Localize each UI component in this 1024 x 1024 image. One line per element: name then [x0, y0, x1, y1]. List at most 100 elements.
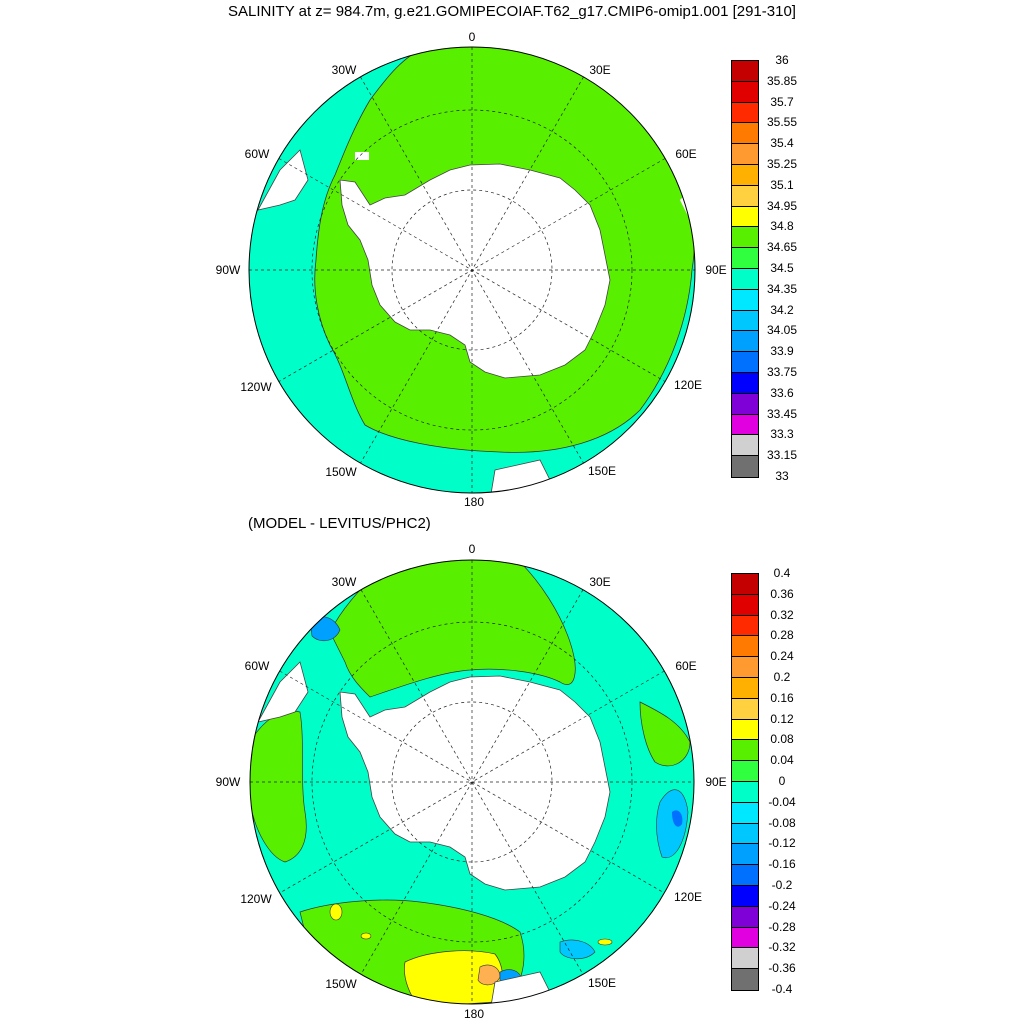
lon-label-120w-lower: 120W [240, 892, 272, 906]
difference-colorbar-label: -0.36 [768, 961, 796, 976]
salinity-colorbar-swatch [732, 289, 758, 311]
lon-label-120w: 120W [240, 380, 272, 394]
south-america-land-lower [257, 661, 309, 723]
salinity-colorbar-swatch [732, 123, 758, 145]
lon-label-30e-lower: 30E [589, 575, 610, 589]
lon-label-60w: 60W [245, 147, 270, 161]
salinity-colorbar-label: 33.45 [766, 406, 798, 421]
salinity-colorbar-label: 33.3 [770, 427, 794, 442]
difference-colorbar-label: 0.16 [770, 690, 794, 705]
lon-label-0-lower: 0 [469, 542, 476, 556]
figure-title: SALINITY at z= 984.7m, g.e21.GOMIPECOIAF… [228, 3, 796, 20]
salinity-colorbar-label: 34.65 [766, 240, 798, 255]
lon-label-90w-lower: 90W [216, 775, 241, 789]
difference-colorbar-swatch [732, 719, 758, 741]
antarctica-landmass-lower [339, 675, 611, 891]
difference-colorbar-swatch [732, 781, 758, 803]
salinity-colorbar-swatch [732, 81, 758, 103]
difference-colorbar-label: 0.12 [770, 711, 794, 726]
salinity-colorbar-label: 35.7 [770, 94, 794, 109]
lon-label-150e: 150E [588, 464, 616, 478]
lon-label-30w-lower: 30W [332, 575, 357, 589]
difference-colorbar-swatch [732, 677, 758, 699]
map-boundary-lower [249, 559, 695, 1005]
salinity-colorbar-swatch [732, 206, 758, 228]
difference-colorbar-swatch [732, 906, 758, 928]
difference-colorbar-swatch [732, 927, 758, 949]
difference-colorbar-swatch [732, 865, 758, 886]
salinity-colorbar-label: 33.9 [770, 344, 794, 359]
difference-map: 0 30E 60E 90E 120E 150E 180 150W 120W 90… [216, 542, 727, 1021]
difference-colorbar-swatch [732, 948, 758, 970]
difference-colorbar-swatch [732, 615, 758, 637]
lon-label-90w: 90W [216, 263, 241, 277]
difference-colorbar-label: 0 [778, 774, 786, 788]
salinity-colorbar-label: 34.8 [770, 219, 794, 234]
lon-label-180: 180 [464, 495, 484, 509]
graticule-lower [250, 560, 694, 1004]
salinity-colorbar-label: 34.35 [766, 281, 798, 296]
difference-colorbar-label: 0.4 [773, 566, 791, 580]
difference-colorbar-label: -0.28 [768, 919, 796, 934]
difference-colorbar-swatch [732, 574, 758, 595]
salinity-colorbar-swatch [732, 435, 758, 457]
salinity-colorbar-swatch [732, 456, 758, 477]
lon-label-120e-lower: 120E [674, 890, 702, 904]
lon-label-60e-lower: 60E [675, 659, 696, 673]
diff-spot-yellow-1 [329, 903, 343, 921]
difference-colorbar-label: 0.36 [770, 586, 794, 601]
salinity-colorbar-swatch [732, 352, 758, 373]
salinity-colorbar-label: 35.25 [766, 157, 798, 171]
island-patch [355, 152, 369, 160]
difference-colorbar-swatch [732, 844, 758, 866]
salinity-colorbar-label: 36 [775, 53, 789, 67]
lon-label-60e: 60E [675, 147, 696, 161]
salinity-colorbar-label: 35.4 [770, 136, 794, 151]
lon-label-60w-lower: 60W [245, 659, 270, 673]
salinity-colorbar-swatch [732, 185, 758, 207]
salinity-colorbar-swatch [732, 227, 758, 249]
difference-colorbar-label: 0.28 [770, 628, 794, 643]
lon-label-90e-lower: 90E [705, 775, 726, 789]
salinity-colorbar-swatch [732, 414, 758, 436]
lon-label-150w: 150W [325, 465, 357, 479]
difference-colorbar-label: 0.24 [770, 649, 794, 664]
salinity-colorbar-swatch [732, 164, 758, 186]
salinity-colorbar-label: 34.5 [770, 261, 794, 275]
salinity-colorbar-label: 34.95 [766, 198, 798, 213]
difference-colorbar-swatch [732, 594, 758, 616]
salinity-colorbar-swatch [732, 61, 758, 82]
difference-colorbar-swatch [732, 657, 758, 678]
lon-label-0: 0 [469, 30, 476, 44]
difference-colorbar-swatch [732, 823, 758, 845]
south-america-land [257, 149, 309, 211]
salinity-colorbar-label: 33.75 [766, 365, 798, 379]
graticule [249, 47, 695, 493]
difference-colorbar-label: -0.24 [768, 898, 796, 913]
lon-label-150e-lower: 150E [588, 976, 616, 990]
salinity-colorbar-swatch [732, 331, 758, 353]
difference-colorbar-swatch [732, 740, 758, 762]
diff-region-positive-east [639, 701, 691, 767]
difference-subtitle: (MODEL - LEVITUS/PHC2) [248, 515, 431, 532]
difference-colorbar-label: -0.32 [768, 940, 796, 955]
difference-colorbar-swatch [732, 969, 758, 990]
salinity-map: 0 30E 60E 90E 120E 150E 180 150W 120W 90… [216, 30, 727, 509]
difference-colorbar-swatch [732, 761, 758, 782]
difference-colorbar-label: 0.08 [770, 732, 794, 747]
difference-colorbar-swatch [732, 698, 758, 720]
salinity-colorbar-swatch [732, 248, 758, 269]
difference-colorbar-label: 0.2 [773, 670, 791, 684]
lon-label-90e: 90E [705, 263, 726, 277]
lon-label-120e: 120E [674, 378, 702, 392]
difference-colorbar-label: 0.04 [770, 753, 794, 768]
difference-colorbar-label: 0.32 [770, 607, 794, 622]
salinity-colorbar-label: 33.15 [766, 448, 798, 463]
difference-colorbar-label: -0.04 [768, 794, 796, 809]
lon-label-180-lower: 180 [464, 1007, 484, 1021]
diff-region-negative-east [656, 789, 689, 859]
salinity-colorbar-swatch [732, 393, 758, 415]
salinity-colorbar-swatch [732, 268, 758, 290]
difference-colorbar-swatch [732, 636, 758, 658]
lon-label-150w-lower: 150W [325, 977, 357, 991]
